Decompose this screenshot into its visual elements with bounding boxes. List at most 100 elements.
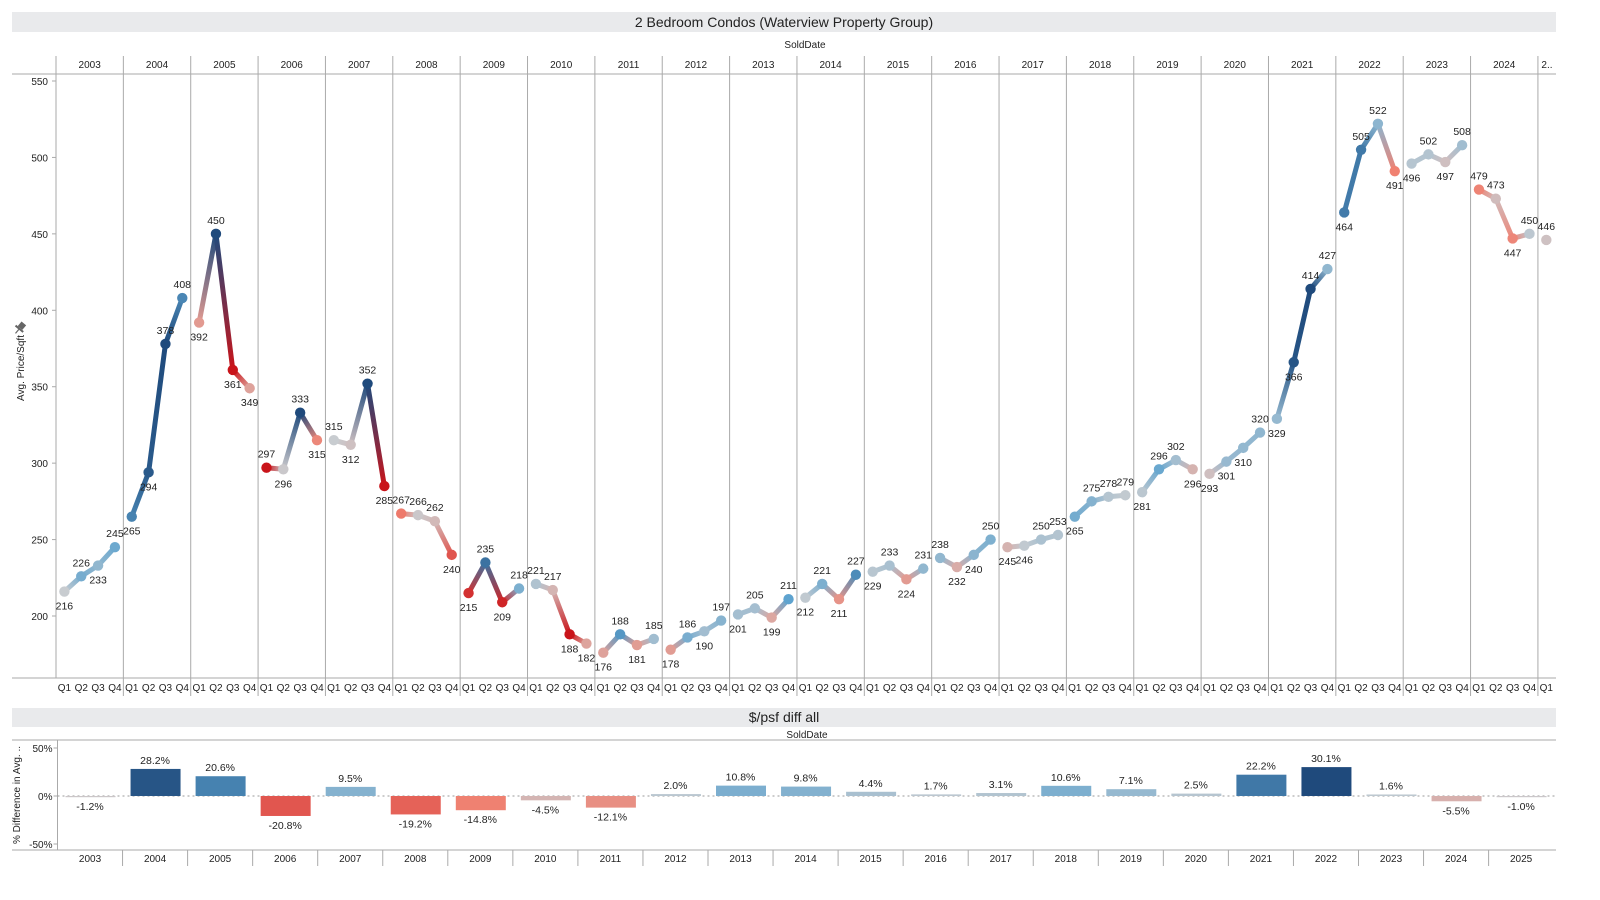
data-label: 217 <box>544 571 562 583</box>
quarter-label: Q2 <box>1489 683 1503 694</box>
data-point <box>564 629 575 640</box>
quarter-label: Q3 <box>159 683 173 694</box>
quarter-label: Q2 <box>681 683 695 694</box>
bar-label: 20.6% <box>205 762 235 774</box>
line-segment <box>1341 147 1364 215</box>
line-chart-title: 2 Bedroom Condos (Waterview Property Gro… <box>635 14 933 30</box>
quarter-label: Q3 <box>630 683 644 694</box>
x-tick-label: 2014 <box>794 854 817 865</box>
data-point <box>379 480 390 492</box>
data-point <box>177 292 188 304</box>
line-segment <box>1274 359 1297 422</box>
bar-label: -4.5% <box>532 804 559 816</box>
data-point <box>1120 490 1131 501</box>
data-label: 312 <box>342 454 360 466</box>
data-label: 240 <box>443 564 461 576</box>
data-label: 333 <box>291 394 309 406</box>
x-tick-label: 2017 <box>990 854 1013 865</box>
quarter-label: Q4 <box>917 683 931 694</box>
data-point <box>867 566 878 577</box>
bar-label: 1.7% <box>924 780 948 792</box>
year-header-label: 2010 <box>550 60 573 71</box>
data-label: 229 <box>864 581 882 593</box>
data-point <box>918 563 929 574</box>
year-header-label: 2004 <box>146 60 169 71</box>
bar-chart-y-axis-label: % Difference in Avg. .. <box>12 746 23 844</box>
data-label: 190 <box>696 640 714 652</box>
data-point <box>968 549 979 561</box>
bar-label: 28.2% <box>140 755 170 767</box>
data-point <box>143 467 154 478</box>
data-label: 253 <box>1049 516 1067 528</box>
y-tick-label: 0% <box>38 792 53 803</box>
bar-label: 10.6% <box>1051 772 1081 784</box>
data-point <box>429 516 441 527</box>
data-label: 392 <box>190 332 208 344</box>
quarter-label: Q4 <box>1321 683 1335 694</box>
data-point <box>396 508 407 519</box>
quarter-label: Q4 <box>1186 683 1200 694</box>
data-label: 265 <box>123 526 141 538</box>
pin-icon[interactable] <box>12 320 28 336</box>
data-point <box>1473 184 1485 195</box>
data-label: 285 <box>376 495 394 507</box>
data-label: 302 <box>1167 441 1185 453</box>
data-label: 211 <box>780 580 797 592</box>
data-point <box>1339 207 1350 218</box>
bar-chart: 50% 0% -50% 2003 -1.2% 2004 28.2% 2005 20.6% 2006… <box>12 739 1556 866</box>
y-tick-label: 50% <box>32 744 52 755</box>
bar <box>390 796 441 815</box>
bar <box>716 785 766 796</box>
quarter-label: Q4 <box>1455 683 1469 694</box>
y-tick-label: 250 <box>31 536 48 547</box>
data-label: 188 <box>611 615 629 627</box>
data-label: 293 <box>1201 483 1219 495</box>
data-point <box>1136 486 1148 498</box>
quarter-label: Q2 <box>142 683 156 694</box>
data-label: 296 <box>275 478 293 490</box>
bar-label: -1.2% <box>76 801 103 813</box>
data-point <box>1456 140 1468 151</box>
data-label: 315 <box>325 421 343 433</box>
quarter-label: Q1 <box>1068 683 1082 694</box>
line-segment <box>1375 121 1398 174</box>
quarter-label: Q1 <box>529 683 543 694</box>
year-header-label: 2005 <box>213 60 236 71</box>
data-label: 212 <box>797 607 815 619</box>
quarter-label: Q4 <box>1119 683 1133 694</box>
data-point <box>1490 193 1502 204</box>
year-header-label: 2003 <box>79 60 102 71</box>
line-segment <box>146 341 168 475</box>
data-point <box>76 571 87 582</box>
x-tick-label: 2023 <box>1380 854 1403 865</box>
data-label: 279 <box>1117 476 1135 488</box>
data-point <box>665 644 676 655</box>
quarter-label: Q3 <box>361 683 375 694</box>
y-tick-label: -50% <box>29 840 52 851</box>
data-point <box>126 511 137 522</box>
x-tick-label: 2009 <box>469 854 492 865</box>
quarter-label: Q3 <box>900 683 914 694</box>
quarter-label: Q1 <box>58 683 72 694</box>
data-point <box>1507 233 1518 244</box>
data-label: 310 <box>1234 457 1252 469</box>
quarter-label: Q2 <box>748 683 762 694</box>
bar <box>781 786 832 796</box>
data-point <box>682 632 693 643</box>
quarter-label: Q4 <box>512 683 526 694</box>
quarter-label: Q4 <box>445 683 459 694</box>
line-segment <box>432 518 455 558</box>
year-header-label: 2014 <box>820 60 843 71</box>
quarter-label: Q1 <box>933 683 947 694</box>
year-header-label: 2023 <box>1426 60 1449 71</box>
quarter-label: Q1 <box>1405 683 1419 694</box>
data-label: 178 <box>662 659 680 671</box>
line-chart-title-bar <box>12 12 1556 32</box>
line-segment <box>466 560 488 596</box>
data-label: 197 <box>712 602 730 614</box>
data-label: 250 <box>1032 521 1050 533</box>
x-tick-label: 2020 <box>1185 854 1208 865</box>
quarter-label: Q2 <box>950 683 964 694</box>
data-label: 233 <box>89 575 107 587</box>
data-label: 250 <box>982 521 1000 533</box>
